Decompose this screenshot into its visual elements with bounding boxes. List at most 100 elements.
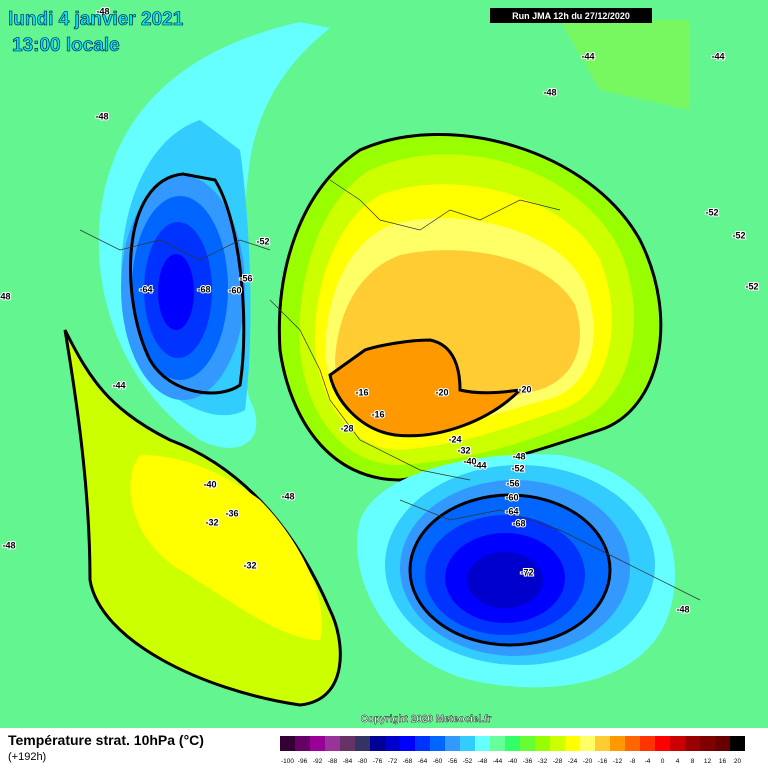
contour-label: -32 [205,517,218,527]
color-swatch [610,736,625,751]
color-swatch [280,736,295,751]
contour-label: -44 [473,460,486,470]
contour-label: -60 [228,285,241,295]
scale-label: -48 [478,758,488,765]
contour-label: -52 [256,236,269,246]
color-swatch [385,736,400,751]
scale-label: 12 [704,758,712,765]
color-swatch [355,736,370,751]
contour-label: -24 [448,434,461,444]
scale-label: -16 [598,758,608,765]
legend-title: Température strat. 10hPa (°C) [8,732,204,748]
color-swatch [730,736,745,751]
contour-label: -68 [512,518,525,528]
run-info: Run JMA 12h du 27/12/2020 [512,11,630,21]
color-swatch [295,736,310,751]
scale-label: -80 [358,758,368,765]
map-title: lundi 4 janvier 2021 [8,9,184,30]
run-box [490,8,652,23]
contour-label: -64 [139,284,152,294]
contour-label: -48 [512,451,525,461]
contour-label: -48 [2,540,15,550]
map-subtitle: 13:00 locale [12,35,120,56]
scale-label: -100 [281,758,294,765]
color-swatch [700,736,715,751]
contour-label: -40 [463,456,476,466]
color-swatch [640,736,655,751]
scale-label: -8 [630,758,636,765]
contour-label: -20 [435,387,448,397]
color-swatch [535,736,550,751]
contour-label: -32 [457,445,470,455]
color-swatch [400,736,415,751]
color-swatch [325,736,340,751]
color-swatch [460,736,475,751]
scale-label: -56 [448,758,458,765]
contour-label: -44 [112,380,125,390]
contour-label: -28 [340,423,353,433]
contour-label: -52 [745,281,758,291]
scale-label: -64 [418,758,428,765]
contour-label: -52 [732,230,745,240]
contour-label: -56 [239,273,252,283]
scale-label: -60 [433,758,443,765]
scale-label: -88 [328,758,338,765]
color-swatch [520,736,535,751]
scale-label: 16 [719,758,727,765]
contour-label: -32 [243,560,256,570]
color-swatch [445,736,460,751]
color-swatch [565,736,580,751]
scale-label: -72 [388,758,398,765]
color-swatch [595,736,610,751]
field [560,20,690,110]
contour-label: -40 [203,479,216,489]
scale-label: -68 [403,758,413,765]
scale-label: 4 [676,758,680,765]
field [328,338,525,438]
scale-label: -36 [523,758,533,765]
contour-label: -52 [511,463,524,473]
scale-label: -28 [553,758,563,765]
scale-label: -24 [568,758,578,765]
scale-label: -92 [313,758,323,765]
copyright: Copyright 2020 Meteociel.fr [361,714,492,725]
scale-label: 20 [734,758,742,765]
field [130,455,322,640]
color-swatch [370,736,385,751]
scale-label: -52 [463,758,473,765]
color-swatch [625,736,640,751]
contour-label: -20 [518,384,531,394]
contour-label: -48 [543,87,556,97]
contour-label: -44 [711,51,724,61]
color-swatch [505,736,520,751]
contour-label: -44 [581,51,594,61]
scale-label: -32 [538,758,548,765]
scale-label: -76 [373,758,383,765]
scale-label: -20 [583,758,593,765]
color-swatch [670,736,685,751]
scale-label: -44 [493,758,503,765]
scale-label: -84 [343,758,353,765]
forecast-hour: (+192h) [8,751,46,763]
color-swatch [715,736,730,751]
contour-label: -72 [520,567,533,577]
contour-label: -56 [506,478,519,488]
field [158,254,194,330]
color-swatch [340,736,355,751]
color-swatch [685,736,700,751]
contour-label: -48 [95,111,108,121]
scale-label: -4 [645,758,651,765]
contour [129,172,246,395]
color-swatch [475,736,490,751]
scale-label: -40 [508,758,518,765]
contour-label: -52 [705,207,718,217]
contour-labels: -48 -48 -44 -44 -48 -52 -52 -52 -56 -60 -64 -68 -48 -… [0,5,760,615]
contour-label: -36 [225,508,238,518]
contour-label: -48 [96,6,109,16]
color-swatch [550,736,565,751]
scale-label: 8 [691,758,695,765]
field [467,552,543,608]
color-scale: -100 -96 -92 -88 -84 -80 -76 -72 -68 -64 -60 -56 -52… [280,736,745,765]
